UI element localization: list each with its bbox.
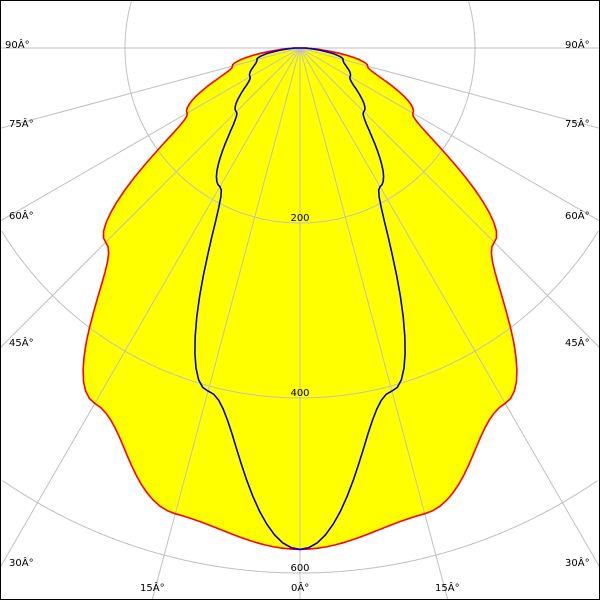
grid-radial-line--30 <box>1 47 301 567</box>
angle-label-30-right: 30Â° <box>565 556 590 569</box>
grid-radial-line-75 <box>299 47 599 129</box>
angle-label-45-right: 45Â° <box>565 336 590 349</box>
angle-label-90-right: 90Â° <box>565 38 590 51</box>
grid-circle-200 <box>124 1 476 224</box>
radial-tick-label: 200 <box>290 213 309 224</box>
angle-label-60-right: 60Â° <box>565 209 590 222</box>
angle-label-75-right: 75Â° <box>565 117 590 130</box>
angle-label-60-left: 60Â° <box>9 209 34 222</box>
grid-radial-line--75 <box>1 47 301 129</box>
angle-label-30-left: 30Â° <box>9 556 34 569</box>
angle-label-0-left: 0Â° <box>291 581 309 594</box>
grid-radial-line--45 <box>1 47 301 348</box>
angle-label-75-left: 75Â° <box>9 117 34 130</box>
grid-radial-line--15 <box>151 47 301 599</box>
radial-tick-label: 400 <box>290 388 309 399</box>
radial-tick-label: 600 <box>290 563 309 574</box>
angle-label-45-left: 45Â° <box>9 336 34 349</box>
angle-label-90-left: 90Â° <box>5 38 30 51</box>
angle-label-15-left: 15Â° <box>140 581 165 594</box>
grid-radial-line-45 <box>299 47 599 348</box>
angle-label-15-right: 15Â° <box>435 581 460 594</box>
grid-radial-line-30 <box>299 47 599 567</box>
grid-radial-line-15 <box>299 47 449 599</box>
intensity-curve-1 <box>194 47 406 551</box>
